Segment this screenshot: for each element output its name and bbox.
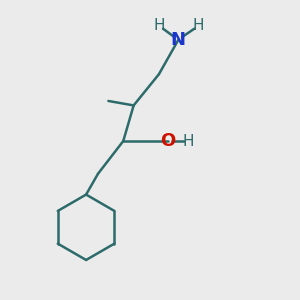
Text: N: N	[171, 31, 186, 49]
Text: H: H	[193, 18, 204, 33]
Text: H: H	[153, 18, 165, 33]
Text: O: O	[160, 132, 176, 150]
Text: H: H	[183, 134, 194, 148]
